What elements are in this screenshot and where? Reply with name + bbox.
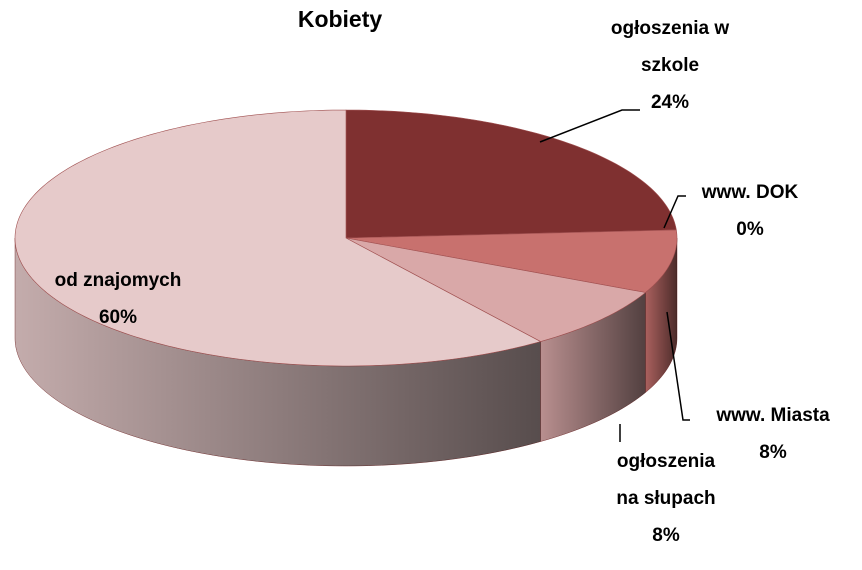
category-label: ogłoszenia na słupach	[616, 451, 716, 509]
category-label: www. Miasta	[716, 405, 830, 426]
category-label: www. DOK	[701, 182, 799, 203]
data-label: od znajomych 60%	[18, 262, 218, 336]
pie-tops	[14, 109, 678, 367]
data-label: ogłoszenia na słupach 8%	[605, 443, 727, 554]
category-label: od znajomych	[54, 270, 182, 291]
pie-side-shade	[540, 292, 646, 442]
data-label: www. DOK 0%	[680, 174, 820, 248]
pie-side-shade	[15, 238, 541, 466]
value-label: 60%	[98, 307, 138, 328]
value-label: 0%	[736, 219, 764, 240]
data-label: www. Miasta 8%	[683, 397, 862, 471]
value-label: 24%	[650, 92, 690, 113]
pie-sides	[14, 237, 678, 467]
leader-line	[666, 311, 690, 421]
pie-slice	[345, 229, 678, 293]
value-label: 8%	[759, 442, 787, 463]
leader-line	[539, 109, 640, 143]
leader-lines	[539, 109, 690, 442]
pie-slice	[14, 109, 542, 367]
chart-title: Kobiety	[297, 6, 383, 32]
leader-line	[663, 195, 686, 229]
pie-slice	[345, 237, 647, 342]
value-label: 8%	[652, 525, 680, 546]
pie-side-shade	[645, 238, 677, 393]
data-label: ogłoszenia w szkole 24%	[580, 10, 760, 121]
category-label: ogłoszenia w szkole	[610, 18, 730, 76]
pie-slice	[345, 109, 677, 239]
